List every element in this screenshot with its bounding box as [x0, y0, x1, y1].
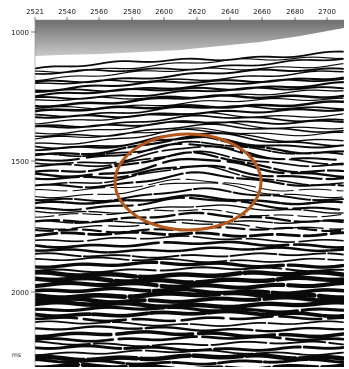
x-tick-label: 2680	[286, 8, 304, 16]
reflector-line	[35, 145, 344, 166]
reflector-line	[35, 260, 344, 269]
reflector-line	[35, 204, 344, 214]
reflector-line	[35, 157, 344, 178]
y-axis: 1000 1500 2000 ms	[11, 20, 36, 367]
reflector-line	[35, 320, 344, 327]
reflector-line	[35, 270, 344, 280]
reflector-line	[35, 119, 344, 129]
highlight-ellipse	[113, 132, 263, 232]
reflector-line	[35, 300, 344, 310]
reflector-line	[35, 309, 344, 319]
reflector-line	[35, 194, 344, 206]
reflector-line	[35, 165, 344, 186]
reflector-line	[35, 290, 344, 300]
x-tick-label: 2700	[318, 8, 336, 16]
x-tick-label: 2660	[253, 8, 271, 16]
reflector-line	[35, 81, 344, 98]
reflector-line	[35, 112, 344, 125]
reflector-line	[35, 171, 344, 189]
reflector-line	[35, 182, 344, 199]
reflector-line	[35, 151, 344, 174]
reflector-line	[35, 325, 344, 333]
reflector-line	[35, 230, 344, 238]
reflector-line	[35, 70, 344, 85]
y-tick-label: 1000	[11, 29, 29, 37]
x-tick-label: 2600	[155, 8, 173, 16]
reflector-line	[35, 50, 344, 70]
reflector-line	[35, 187, 344, 202]
y-tick-label: 2000	[11, 289, 29, 297]
y-unit-label: ms	[12, 352, 21, 359]
reflector-line	[35, 97, 344, 110]
reflector-line	[35, 330, 344, 339]
reflector-line	[35, 256, 344, 263]
reflector-line	[35, 63, 344, 82]
reflector-line	[35, 123, 344, 138]
y-tick-label: 1500	[11, 158, 29, 166]
reflector-line	[35, 240, 344, 249]
reflector-line	[35, 275, 344, 285]
reflector-line	[35, 140, 344, 158]
reflector-line	[35, 100, 344, 113]
x-tick-label: 2521	[26, 8, 44, 16]
reflector-line	[35, 266, 344, 274]
x-tick-label: 2540	[58, 8, 76, 16]
x-tick-label: 2560	[90, 8, 108, 16]
reflector-line	[35, 246, 344, 254]
reflector-line	[35, 219, 344, 224]
top-band	[35, 20, 344, 56]
reflector-line	[35, 208, 344, 218]
x-axis: 2521 2540 2560 2580 2600 2620	[26, 8, 344, 21]
reflector-line	[35, 335, 344, 343]
reflector-line	[35, 178, 344, 192]
reflector-line	[35, 235, 344, 243]
x-tick-label: 2580	[123, 8, 141, 16]
reflector-line	[35, 344, 344, 352]
reflector-line	[35, 315, 344, 323]
reflector-line	[35, 211, 344, 224]
reflector-line	[35, 340, 344, 348]
reflector-line	[35, 252, 344, 259]
reflector-layer	[35, 50, 344, 367]
reflector-line	[35, 196, 344, 212]
reflector-line	[35, 78, 344, 93]
reflector-line	[35, 127, 344, 140]
reflector-line	[35, 295, 344, 305]
reflector-line	[35, 362, 344, 367]
reflector-line	[35, 358, 344, 366]
reflector-line	[35, 280, 344, 290]
reflector-line	[35, 349, 344, 356]
x-tick-label: 2620	[188, 8, 206, 16]
reflector-line	[35, 221, 344, 230]
reflector-line	[35, 121, 344, 135]
reflector-line	[35, 94, 344, 108]
x-tick-label: 2640	[221, 8, 239, 16]
reflector-line	[35, 135, 344, 157]
reflector-line	[35, 136, 344, 152]
